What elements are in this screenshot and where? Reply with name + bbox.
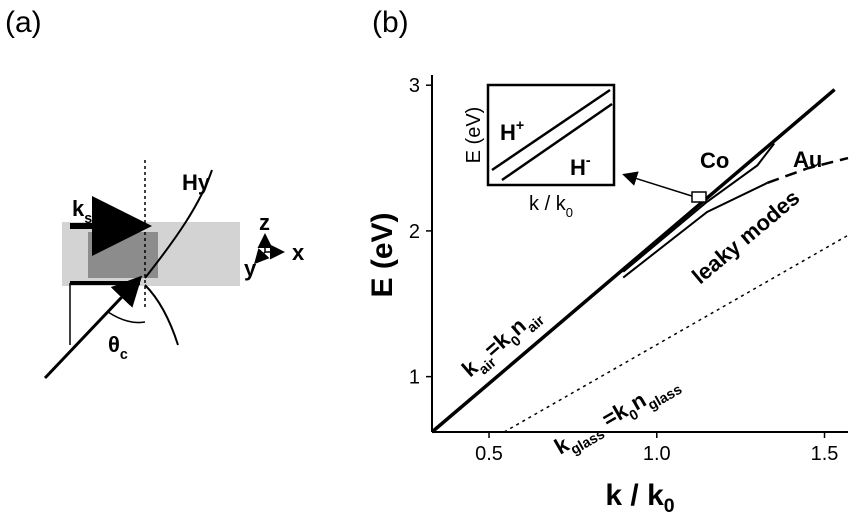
inset-x-label-part: k / k	[529, 193, 567, 215]
x-tick-label: 0.5	[475, 443, 503, 465]
annotation-part: Au	[793, 147, 822, 172]
x-axis-label-part: k / k	[605, 479, 664, 512]
x-tick-label: 1.5	[811, 443, 839, 465]
angle-arc	[108, 312, 145, 323]
x-tick-label: 1.0	[643, 443, 671, 465]
annotation: Au	[793, 147, 822, 172]
inset-label-part: H	[570, 155, 586, 180]
ksp-label-part: k	[72, 196, 85, 221]
inset-pointer	[625, 175, 695, 197]
y-tick-label: 1	[409, 367, 420, 389]
annotation-part: =k	[479, 326, 515, 362]
inset-label-part: -	[586, 153, 591, 169]
field-region	[88, 232, 158, 278]
axis-label: y	[244, 256, 257, 281]
x-axis-label-part: 0	[664, 495, 675, 517]
annotation-part: glass	[645, 382, 685, 414]
inset-x-label-part: 0	[566, 205, 573, 220]
theta-label-part: c	[120, 347, 128, 363]
incident-beam	[45, 280, 138, 378]
line-series	[504, 235, 848, 432]
inset-label-part: +	[516, 118, 524, 134]
inset	[488, 85, 706, 202]
line-series	[623, 143, 774, 271]
hy-label: Hy	[182, 170, 211, 195]
x-axis-label: k / k0	[605, 479, 674, 517]
panel-label: (b)	[372, 6, 409, 39]
annotation-part: Co	[700, 148, 729, 173]
inset-x-label: k / k0	[529, 193, 573, 220]
annotation: Co	[700, 148, 729, 173]
hy-profile	[145, 285, 178, 345]
axis-label: x	[292, 240, 305, 265]
inset-label-part: H	[500, 120, 516, 145]
theta-label-part: θ	[108, 332, 120, 357]
inset-y-label: E (eV)	[463, 107, 485, 164]
y-tick-label: 3	[409, 75, 420, 97]
y-tick-label: 2	[409, 221, 420, 243]
axis-label: z	[259, 210, 270, 235]
figure: (a)kspHyzxyθc(b)0.51.01.5123k / k0E (eV)…	[0, 0, 850, 530]
inset-region	[692, 192, 706, 202]
theta-label: θc	[108, 332, 128, 363]
axis-y	[256, 252, 265, 262]
panel-label: (a)	[5, 6, 42, 39]
y-axis-label: E (eV)	[366, 212, 399, 297]
ksp-label-part: sp	[84, 211, 101, 227]
